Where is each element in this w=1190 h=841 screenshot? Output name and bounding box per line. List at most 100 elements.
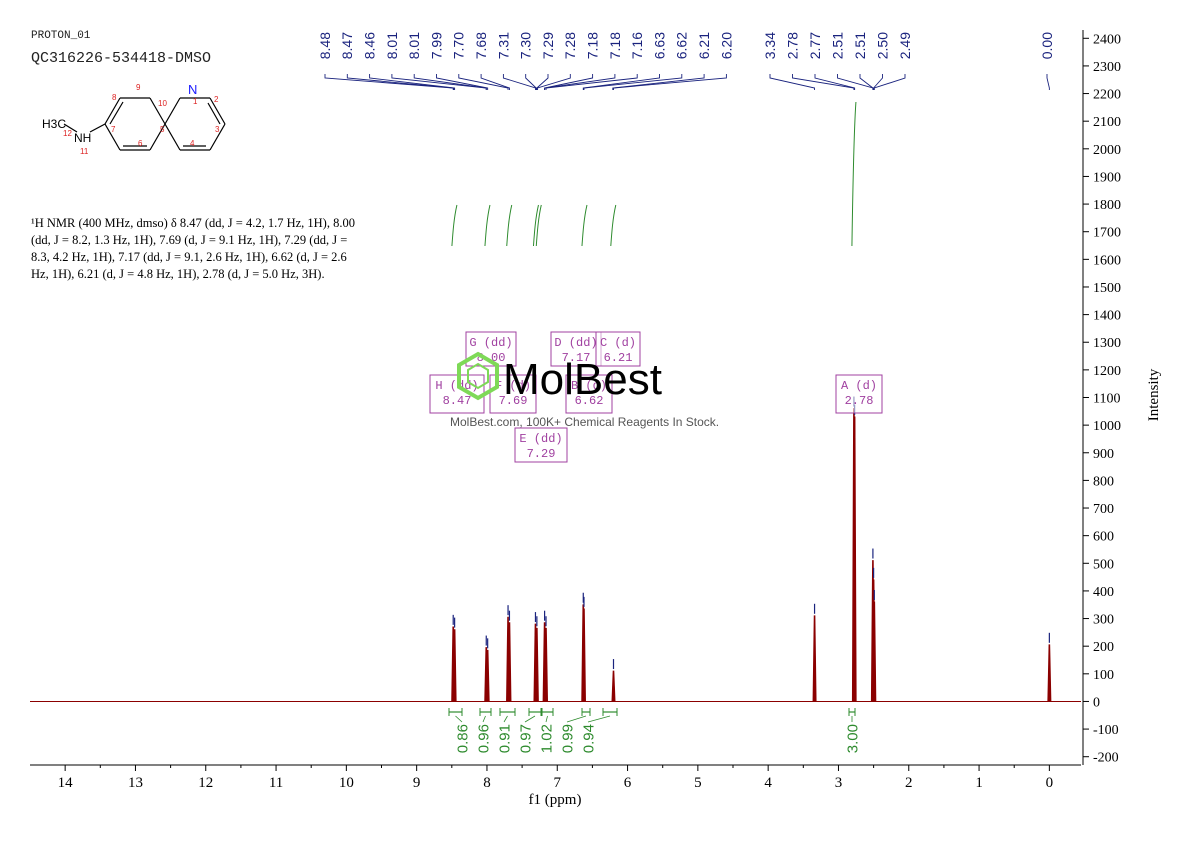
y-tick-label: 900 [1093,447,1114,462]
integration-curve [532,204,539,247]
peak-label-connector [1046,74,1050,90]
x-tick-label: 5 [694,775,702,791]
atom-number-6: 6 [138,139,143,148]
multiplet-shift: 7.69 [499,394,528,408]
atom-number-8: 8 [112,93,117,102]
peak-label: 8.48 [317,32,333,59]
atom-number-9: 9 [136,83,141,92]
peak-label-connector [346,74,455,90]
peak-label: 7.28 [562,32,578,59]
x-tick-label: 11 [269,775,283,791]
peak-label-connector [324,74,454,90]
spectrum-peak [544,627,549,702]
integration-curve [610,204,617,247]
peak-label-connector [613,74,727,90]
y-tick-label: 1100 [1093,392,1120,407]
y-tick-label: 2100 [1093,115,1121,130]
peak-label: 7.29 [540,32,556,59]
y-tick-label: -200 [1093,751,1119,766]
molbest-logo-icon [457,351,499,401]
peak-label: 7.68 [473,32,489,59]
y-tick-label: 1200 [1093,364,1121,379]
multiplet-shift: 6.62 [575,394,604,408]
y-tick-label: 2200 [1093,88,1121,103]
peak-label: 7.18 [585,32,601,59]
watermark-tagline: MolBest.com, 100K+ Chemical Reagents In … [450,415,719,429]
y-tick-label: 1800 [1093,198,1121,213]
multiplet-shift: 2.78 [845,394,874,408]
atom-number-1: 1 [193,97,198,106]
y-tick-label: 700 [1093,502,1114,517]
multiplet-name: B (d) [571,379,607,393]
x-tick-label: 3 [835,775,843,791]
integral-connector [566,715,587,723]
y-tick-label: 1700 [1093,226,1121,241]
integral-connector [524,715,536,723]
multiplet-shift: 6.21 [604,351,633,365]
peak-label-connector [502,74,536,90]
watermark-brand: MolBest [503,355,662,404]
peak-label-connector [769,74,816,90]
y-tick-label: 100 [1093,668,1114,683]
peak-label: 6.62 [674,32,690,59]
x-tick-label: 10 [339,775,354,791]
y-axis-label: Intensity [1146,368,1162,421]
y-tick-label: 1600 [1093,253,1121,268]
integral-value: 0.86 [454,724,471,753]
peak-label: 8.47 [339,32,355,59]
peak-label-connector [582,74,660,90]
integration-curve [506,204,513,247]
atom-number-11: 11 [80,147,89,156]
x-tick-label: 8 [483,775,491,791]
peak-label: 2.77 [807,32,823,59]
multiplet-shift: 8.00 [477,351,506,365]
peak-label: 7.18 [607,32,623,59]
integration-curve [581,204,588,247]
multiplet-name: F (d) [495,379,531,393]
peak-label: 3.34 [762,32,778,59]
multiplet-box [565,374,613,414]
spectrum-peak [452,629,457,702]
sample-name: QC316226-534418-DMSO [31,50,212,67]
peak-label: 7.70 [451,32,467,59]
spectrum-peak [852,416,857,702]
multiplet-box [835,374,883,414]
peak-label-connector [612,74,705,90]
atom-number-2: 2 [214,95,219,104]
multiplet-name: A (d) [841,379,877,393]
peak-label-connector [525,74,537,90]
integral-value: 0.94 [580,724,597,753]
peak-label-connector [583,74,683,90]
x-tick-label: 7 [554,775,562,791]
spectrum-peak [485,649,490,702]
peak-label: 2.50 [874,32,890,59]
integral-value: 0.99 [559,724,576,753]
peak-label-connector [545,74,638,90]
peak-label-connector [436,74,489,90]
y-tick-label: 600 [1093,530,1114,545]
peak-label: 2.49 [897,32,913,59]
peak-label: 8.01 [384,32,400,59]
integral-connector [455,715,463,723]
multiplet-name: D (dd) [554,336,597,350]
peak-label-connector [873,74,906,90]
integration-curve [851,101,857,247]
multiplet-box [514,427,568,463]
y-tick-label: 1000 [1093,419,1121,434]
peak-labels: 8.48 8.47 8.46 8.01 8.01 7.99 7.70 7.68 7.31 7.30… [317,32,1055,90]
atom-number-3: 3 [215,125,220,134]
integration-curves [451,101,857,247]
multiplet-name: E (dd) [519,432,562,446]
multiplet-shift: 7.17 [562,351,591,365]
y-tick-label: 800 [1093,474,1114,489]
peak-label-connector [814,74,856,90]
nmr-description: ¹H NMR (400 MHz, dmso) δ 8.47 (dd, J = 4… [31,216,355,281]
y-tick-label: 300 [1093,613,1114,628]
multiplet-box [595,331,641,367]
atom-number-10: 10 [158,99,167,108]
y-tick-label: 2400 [1093,32,1121,47]
multiplet-boxes: H (dd)8.47G (dd)8.00F (d)7.69E (dd)7.29D… [429,331,883,463]
x-tick-label: 6 [624,775,632,791]
